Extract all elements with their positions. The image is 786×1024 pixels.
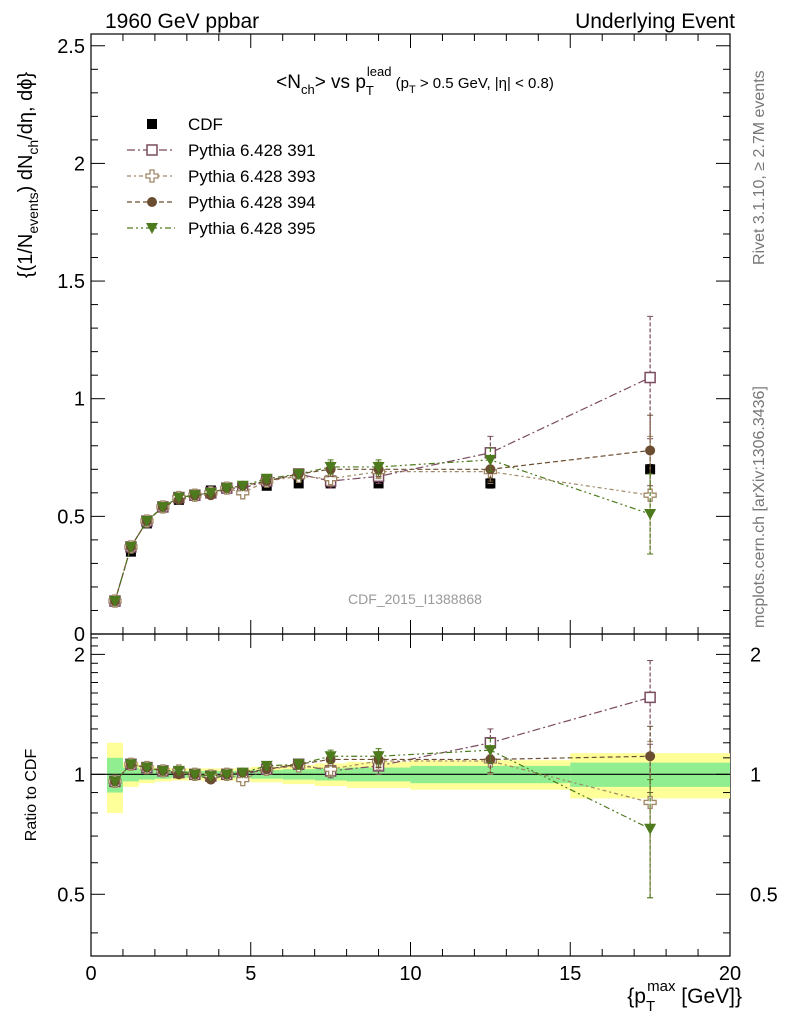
data-point-pythia-6-428-395 xyxy=(124,759,137,771)
data-point-pythia-6-428-391 xyxy=(644,371,656,384)
main-y-tick-label: 0 xyxy=(74,624,85,646)
main-y-axis-label: {(1/Nevents) dNch/dη, dϕ} xyxy=(15,72,41,279)
ratio-y-tick-label: 2 xyxy=(74,644,85,666)
data-point-pythia-6-428-395 xyxy=(156,765,169,777)
data-point-pythia-6-428-394 xyxy=(645,445,656,456)
data-point-pythia-6-428-393 xyxy=(323,762,338,776)
data-point-pythia-6-428-395 xyxy=(220,483,233,495)
data-point-pythia-6-428-395 xyxy=(204,487,217,499)
data-point-pythia-6-428-394 xyxy=(645,751,656,762)
legend-marker xyxy=(146,144,158,156)
data-point-pythia-6-428-395 xyxy=(324,751,337,763)
main-y-tick-label: 2 xyxy=(74,153,85,175)
data-point-pythia-6-428-395 xyxy=(292,469,305,480)
main-y-tick-label: 1.5 xyxy=(57,271,85,293)
main-chart-title: <Nch> vs pTlead (pT > 0.5 GeV, |η| < 0.8… xyxy=(276,64,554,98)
ratio-y-tick-label-right: 1 xyxy=(750,764,761,786)
x-tick-label: 10 xyxy=(399,963,421,985)
legend-entry: Pythia 6.428 395 xyxy=(188,219,316,238)
data-point-pythia-6-428-395 xyxy=(188,769,201,781)
main-y-tick-label: 2.5 xyxy=(57,36,85,58)
mcplots-label: mcplots.cern.ch [arXiv:1306.3436] xyxy=(751,386,768,628)
ratio-y-tick-label: 1 xyxy=(74,764,85,786)
rivet-version-label: Rivet 3.1.10, ≥ 2.7M events xyxy=(751,70,768,265)
data-point-pythia-6-428-395 xyxy=(372,751,385,763)
analysis-watermark: CDF_2015_I1388868 xyxy=(348,591,482,607)
data-point-pythia-6-428-395 xyxy=(260,760,273,772)
data-point-pythia-6-428-391 xyxy=(644,691,656,704)
ratio-y-axis-label: Ratio to CDF xyxy=(23,749,40,842)
legend-marker xyxy=(145,169,159,183)
data-point-pythia-6-428-395 xyxy=(484,745,497,757)
data-point-pythia-6-428-393 xyxy=(236,772,250,787)
main-panel: 0 0.5 1 1.5 2 2.5 xyxy=(57,34,731,646)
data-point-pythia-6-428-395 xyxy=(220,769,233,781)
data-point-pythia-6-428-395 xyxy=(140,762,153,774)
x-tick-label: 0 xyxy=(85,963,96,985)
x-tick-label: 5 xyxy=(245,963,256,985)
data-point-pythia-6-428-395 xyxy=(292,759,305,771)
legend-marker xyxy=(147,119,157,129)
series-line-pythia-6-428-391 xyxy=(114,696,651,782)
data-point-pythia-6-428-395 xyxy=(260,473,273,485)
x-tick-label: 15 xyxy=(559,963,581,985)
ratio-y-tick-label-right: 0.5 xyxy=(750,884,778,906)
data-point-pythia-6-428-395 xyxy=(324,461,337,473)
legend-marker xyxy=(147,197,157,207)
data-point-pythia-6-428-395 xyxy=(108,596,121,608)
data-point-pythia-6-428-395 xyxy=(140,516,153,528)
ratio-panel: 0 5 10 15 20 0.5 0.5 1 1 2 2 xyxy=(57,634,778,985)
data-point-pythia-6-428-395 xyxy=(108,776,121,788)
header-right-title: Underlying Event xyxy=(575,10,735,33)
x-tick-label: 20 xyxy=(719,963,741,985)
legend-entry: Pythia 6.428 393 xyxy=(188,167,316,186)
data-point-cdf xyxy=(293,478,304,489)
data-point-pythia-6-428-393 xyxy=(643,795,657,810)
data-point-pythia-6-428-395 xyxy=(644,823,657,835)
legend-entry: CDF xyxy=(188,115,223,134)
ratio-y-tick-label-right: 2 xyxy=(750,644,761,666)
data-point-pythia-6-428-395 xyxy=(188,490,201,502)
data-point-pythia-6-428-395 xyxy=(372,461,385,473)
header-left-title: 1960 GeV ppbar xyxy=(105,10,259,33)
data-point-pythia-6-428-395 xyxy=(172,765,185,777)
legend-entry: Pythia 6.428 391 xyxy=(188,141,316,160)
main-panel-frame xyxy=(90,33,731,635)
data-point-pythia-6-428-393 xyxy=(236,486,250,500)
data-point-pythia-6-428-395 xyxy=(204,771,217,783)
data-point-pythia-6-428-395 xyxy=(124,541,137,553)
data-point-pythia-6-428-395 xyxy=(644,509,657,520)
data-point-pythia-6-428-395 xyxy=(484,454,497,466)
data-point-pythia-6-428-395 xyxy=(236,480,249,492)
data-point-pythia-6-428-395 xyxy=(172,492,185,504)
data-point-pythia-6-428-395 xyxy=(156,501,169,513)
main-y-tick-label: 1 xyxy=(74,389,85,411)
main-y-tick-label: 0.5 xyxy=(57,506,85,528)
legend-marker xyxy=(146,223,158,234)
legend: CDF Pythia 6.428 391 Pythia 6.428 393 Pythi… xyxy=(127,115,316,238)
data-point-pythia-6-428-395 xyxy=(236,767,249,779)
series-line-pythia-6-428-394 xyxy=(114,449,651,602)
ratio-y-tick-label: 0.5 xyxy=(57,884,85,906)
legend-entry: Pythia 6.428 394 xyxy=(188,193,316,212)
